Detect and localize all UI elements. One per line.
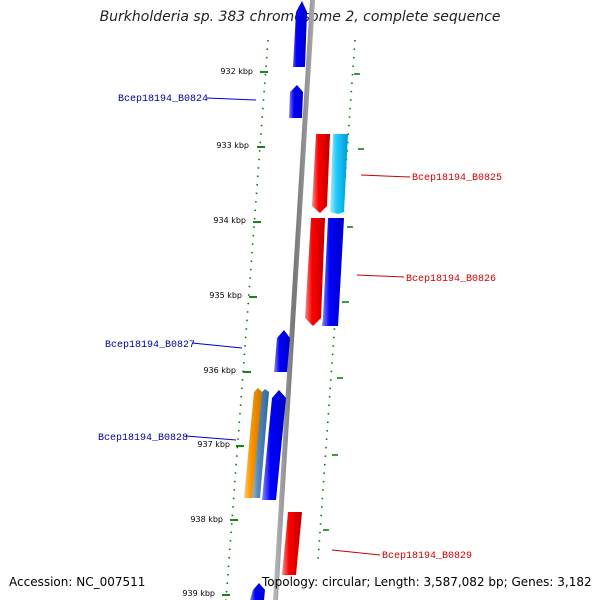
gene-label-b0824[interactable]: Bcep18194_B0824 bbox=[118, 94, 208, 105]
scale-tick-label: 935 kbp bbox=[209, 291, 242, 300]
gene-arrow bbox=[250, 583, 265, 600]
scale-tick-label: 932 kbp bbox=[220, 67, 253, 76]
gene-arrow bbox=[282, 512, 302, 575]
gene-label-b0828[interactable]: Bcep18194_B0828 bbox=[98, 433, 188, 444]
gene-arrow bbox=[330, 134, 348, 214]
inner-track-guide bbox=[225, 39, 269, 600]
gene-label-b0827[interactable]: Bcep18194_B0827 bbox=[105, 340, 195, 351]
scale-tick-group bbox=[222, 71, 268, 596]
gene-labels: Bcep18194_B0824 Bcep18194_B0825 Bcep1819… bbox=[98, 94, 502, 562]
gene-arrow bbox=[289, 85, 303, 118]
chromosome-backbone bbox=[273, 0, 315, 600]
scale-tick-label: 934 kbp bbox=[213, 216, 246, 225]
scale-tick-label: 939 kbp bbox=[182, 589, 215, 598]
scale-tick-label: 938 kbp bbox=[190, 515, 223, 524]
accession-info: Accession: NC_007511 bbox=[9, 575, 146, 589]
gene-arrow bbox=[262, 390, 286, 500]
gene-arrow bbox=[244, 388, 262, 498]
gene-arrow bbox=[274, 330, 290, 372]
gene-arrow bbox=[322, 218, 344, 326]
gene-label-b0829[interactable]: Bcep18194_B0829 bbox=[382, 551, 472, 562]
scale-tick-label: 936 kbp bbox=[203, 366, 236, 375]
gene-arrow bbox=[252, 389, 269, 498]
outer-tick-marks bbox=[323, 73, 364, 531]
forward-strand-genes bbox=[244, 1, 307, 600]
gene-arrow bbox=[305, 218, 325, 326]
scale-tick-label: 937 kbp bbox=[197, 440, 230, 449]
gene-arrow bbox=[312, 134, 330, 213]
gene-label-leaders bbox=[185, 97, 411, 556]
scale-tick-label: 933 kbp bbox=[216, 141, 249, 150]
gene-label-b0826[interactable]: Bcep18194_B0826 bbox=[406, 274, 496, 285]
gene-arrow bbox=[291, 1, 307, 67]
reverse-strand-genes bbox=[282, 134, 348, 575]
gene-label-b0825[interactable]: Bcep18194_B0825 bbox=[412, 173, 502, 184]
topology-info: Topology: circular; Length: 3,587,082 bp… bbox=[262, 575, 592, 589]
outer-track-guide bbox=[317, 39, 356, 561]
scale-tick-labels: 932 kbp 933 kbp 934 kbp 935 kbp 936 kbp … bbox=[182, 67, 253, 598]
